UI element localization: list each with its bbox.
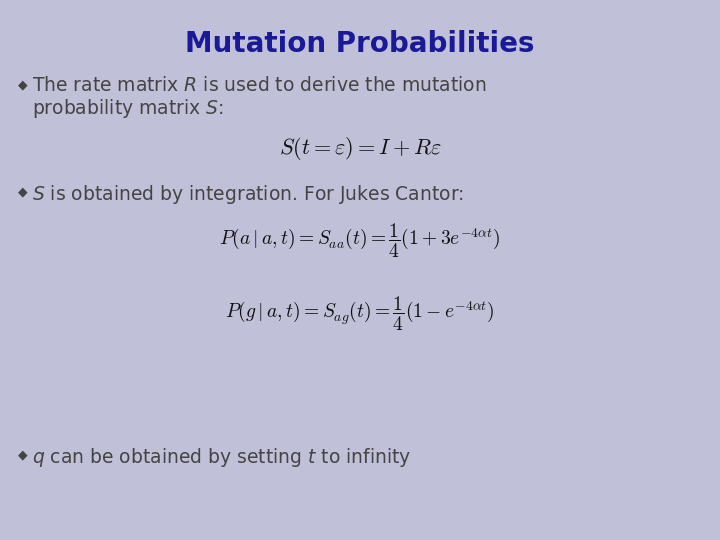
Text: ◆: ◆: [18, 448, 27, 461]
Text: $q$ can be obtained by setting $t$ to infinity: $q$ can be obtained by setting $t$ to in…: [32, 446, 412, 469]
Text: Mutation Probabilities: Mutation Probabilities: [185, 30, 535, 58]
Text: $S$ is obtained by integration. For Jukes Cantor:: $S$ is obtained by integration. For Juke…: [32, 183, 464, 206]
Text: ◆: ◆: [18, 185, 27, 198]
Text: ◆: ◆: [18, 78, 27, 91]
Text: The rate matrix $R$ is used to derive the mutation: The rate matrix $R$ is used to derive th…: [32, 76, 487, 95]
Text: $P(g\mid a,t) = S_{ag}(t) = \dfrac{1}{4}(1 - e^{-4\alpha t})$: $P(g\mid a,t) = S_{ag}(t) = \dfrac{1}{4}…: [225, 295, 495, 333]
Text: $P(a\mid a,t) = S_{aa}(t) = \dfrac{1}{4}(1 + 3e^{-4\alpha t})$: $P(a\mid a,t) = S_{aa}(t) = \dfrac{1}{4}…: [220, 222, 500, 260]
Text: probability matrix $S$:: probability matrix $S$:: [32, 97, 223, 120]
Text: $S(t = \varepsilon) = I + R\varepsilon$: $S(t = \varepsilon) = I + R\varepsilon$: [279, 135, 441, 162]
